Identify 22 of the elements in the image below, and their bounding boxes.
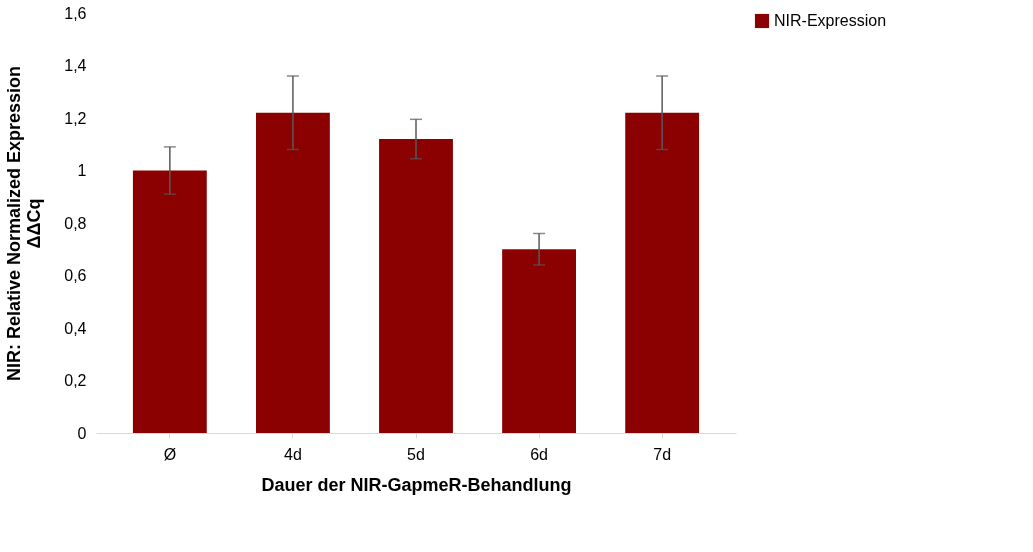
y-tick-label: 0: [77, 424, 87, 442]
y-tick-label: 1,4: [64, 57, 87, 74]
x-tick-label: 6d: [530, 445, 548, 463]
y-tick-label: 1,6: [64, 4, 87, 22]
bar: [256, 112, 330, 433]
x-tick-label: 7d: [653, 445, 672, 463]
y-tick-label: 1: [77, 162, 87, 179]
bar: [132, 170, 207, 433]
bar: [379, 139, 453, 433]
legend-label: NIR-Expression: [774, 12, 887, 29]
x-axis-title: Dauer der NIR-GapmeR-Behandlung: [261, 474, 572, 495]
bar: [502, 249, 576, 433]
y-tick-label: 0,6: [64, 267, 87, 284]
y-axis-title: NIR: Relative Normalized Expression ΔΔCq: [4, 65, 45, 382]
x-tick-label: Ø: [163, 445, 177, 463]
y-tick-label: 1,2: [64, 109, 87, 127]
x-tick-label: 4d: [284, 445, 302, 463]
x-tick-label: 5d: [407, 445, 425, 463]
bar: [625, 112, 700, 433]
y-tick-label: 0,4: [64, 319, 87, 337]
y-tick-label: 0,2: [64, 372, 87, 389]
y-tick-label: 0,8: [64, 214, 87, 232]
